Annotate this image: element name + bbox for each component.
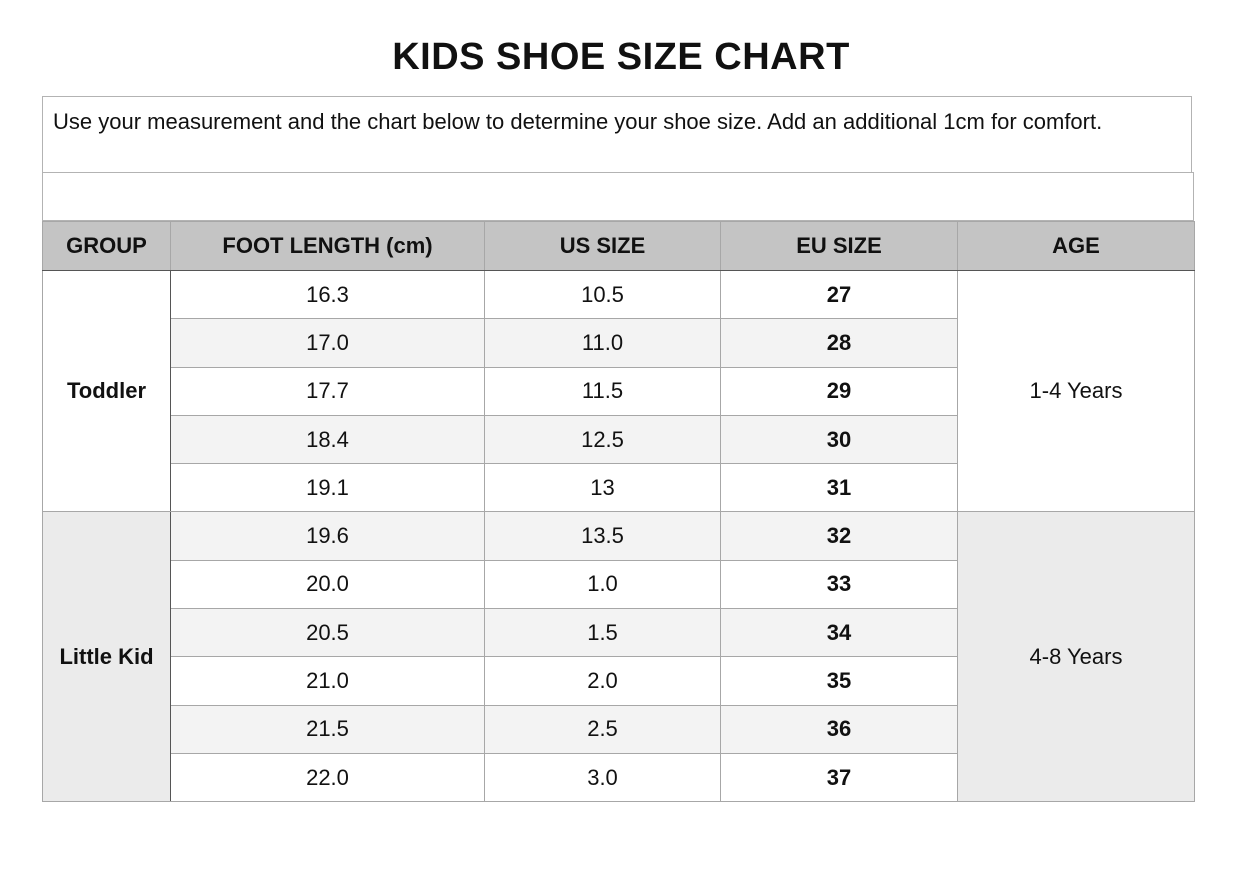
foot-length-cell: 19.6 (170, 511, 485, 561)
table-row: 20.5 1.5 34 (43, 608, 1195, 658)
size-chart-table: GROUP FOOT LENGTH (cm) US SIZE EU SIZE A… (42, 221, 1195, 803)
us-size-cell: 3.0 (484, 752, 721, 803)
foot-length-cell: 21.0 (170, 656, 485, 706)
eu-size-cell: 29 (720, 366, 958, 416)
foot-length-cell: 17.0 (170, 318, 485, 368)
us-size-cell: 10.5 (484, 269, 721, 320)
age-little-kid: 4-8 Years (957, 511, 1195, 803)
eu-size-cell: 28 (720, 318, 958, 368)
blank-row (42, 172, 1194, 221)
table-row: 20.0 1.0 33 (43, 559, 1195, 610)
table-row: 17.0 11.0 28 (43, 318, 1195, 368)
foot-length-cell: 18.4 (170, 414, 485, 465)
us-size-cell: 2.5 (484, 704, 721, 754)
header-eu-size: EU SIZE (720, 221, 958, 271)
us-size-cell: 2.0 (484, 656, 721, 706)
eu-size-cell: 30 (720, 414, 958, 465)
us-size-cell: 11.5 (484, 366, 721, 416)
eu-size-cell: 34 (720, 608, 958, 658)
us-size-cell: 11.0 (484, 318, 721, 368)
eu-size-cell: 35 (720, 656, 958, 706)
us-size-cell: 1.0 (484, 559, 721, 610)
us-size-cell: 13 (484, 463, 721, 513)
foot-length-cell: 17.7 (170, 366, 485, 416)
table-row: 19.1 13 31 (43, 463, 1195, 513)
age-toddler: 1-4 Years (957, 269, 1195, 513)
foot-length-cell: 20.5 (170, 608, 485, 658)
table-row: 17.7 11.5 29 (43, 366, 1195, 416)
group-little-kid: Little Kid (42, 511, 171, 803)
page-title: KIDS SHOE SIZE CHART (392, 36, 850, 78)
table-row: 18.4 12.5 30 (43, 414, 1195, 465)
instruction-note: Use your measurement and the chart below… (42, 96, 1192, 172)
table-row: Toddler 16.3 10.5 27 1-4 Years (42, 269, 1195, 513)
eu-size-cell: 37 (720, 752, 958, 803)
us-size-cell: 1.5 (484, 608, 721, 658)
eu-size-cell: 32 (720, 511, 958, 561)
foot-length-cell: 16.3 (170, 269, 485, 320)
foot-length-cell: 21.5 (170, 704, 485, 754)
eu-size-cell: 36 (720, 704, 958, 754)
foot-length-cell: 19.1 (170, 463, 485, 513)
header-us-size: US SIZE (484, 221, 721, 271)
table-header-row: GROUP FOOT LENGTH (cm) US SIZE EU SIZE A… (42, 221, 1195, 271)
foot-length-cell: 22.0 (170, 752, 485, 803)
header-group: GROUP (42, 221, 171, 271)
us-size-cell: 13.5 (484, 511, 721, 561)
eu-size-cell: 31 (720, 463, 958, 513)
table-row: 21.5 2.5 36 (43, 704, 1195, 754)
foot-length-cell: 20.0 (170, 559, 485, 610)
table-row: 21.0 2.0 35 (43, 656, 1195, 706)
eu-size-cell: 27 (720, 269, 958, 320)
table-row: 22.0 3.0 37 (43, 752, 1195, 803)
eu-size-cell: 33 (720, 559, 958, 610)
header-age: AGE (957, 221, 1195, 271)
table-row: Little Kid 19.6 13.5 32 4-8 Years (42, 511, 1195, 803)
header-foot-length: FOOT LENGTH (cm) (170, 221, 485, 271)
group-toddler: Toddler (42, 269, 171, 513)
us-size-cell: 12.5 (484, 414, 721, 465)
